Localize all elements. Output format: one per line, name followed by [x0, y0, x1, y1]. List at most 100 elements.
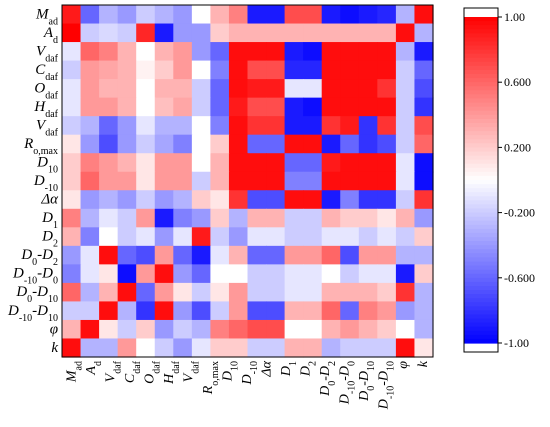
heatmap-cell	[340, 301, 360, 321]
heatmap-cell	[99, 153, 119, 173]
colorbar-segment	[464, 224, 498, 230]
heatmap-cell	[284, 23, 304, 43]
heatmap-cell	[228, 79, 249, 99]
heatmap-cell	[80, 153, 100, 173]
heatmap-cell	[154, 282, 174, 303]
colorbar-segment	[464, 49, 498, 55]
colorbar-segment	[464, 281, 498, 287]
heatmap-cell	[210, 97, 230, 117]
heatmap-cell	[284, 134, 304, 154]
colorbar-segment	[464, 212, 498, 218]
colorbar-segment	[464, 216, 498, 222]
column-label: Ad	[84, 361, 104, 376]
heatmap-cell	[191, 79, 211, 99]
colorbar-segment	[464, 82, 498, 87]
heatmap-cell	[210, 153, 230, 173]
colorbar-segment	[464, 257, 498, 263]
colorbar-segment	[464, 269, 498, 275]
heatmap-cell	[117, 227, 137, 247]
heatmap-cell	[80, 42, 100, 62]
colorbar-frame	[463, 7, 499, 353]
heatmap-cell	[358, 282, 378, 303]
heatmap-cell	[80, 97, 100, 117]
heatmap-cell	[228, 301, 249, 321]
heatmap-cell	[228, 190, 249, 210]
heatmap-cell	[266, 245, 286, 265]
heatmap-cell	[247, 5, 267, 25]
row-label: D-10-D10	[7, 303, 58, 324]
heatmap-cell	[173, 190, 193, 210]
heatmap-cell	[80, 23, 100, 43]
heatmap-cell	[117, 79, 137, 99]
row-label: k	[51, 340, 58, 356]
heatmap-cell	[173, 264, 193, 284]
colorbar-segment	[464, 21, 498, 26]
heatmap-cell	[99, 338, 119, 358]
heatmap-cell	[266, 79, 286, 99]
heatmap-cell	[284, 5, 304, 25]
heatmap-cell	[395, 319, 416, 340]
heatmap-cell	[340, 79, 360, 99]
heatmap-cell	[136, 282, 156, 303]
heatmap-cell	[321, 134, 341, 154]
heatmap-cell	[377, 208, 397, 228]
heatmap-cell	[358, 116, 378, 136]
heatmap-cell	[62, 190, 82, 210]
heatmap-cell	[154, 208, 174, 228]
heatmap-cell	[117, 97, 137, 117]
colorbar-segment	[464, 302, 498, 307]
heatmap-cell	[284, 79, 304, 99]
column-label: D-10-D10	[377, 361, 397, 410]
heatmap-cell	[80, 319, 100, 340]
column-label: k	[416, 360, 431, 367]
heatmap-cell	[62, 116, 82, 136]
colorbar-segment	[464, 41, 498, 47]
heatmap-cell	[247, 282, 267, 303]
heatmap-cell	[228, 5, 249, 25]
heatmap-cell	[340, 190, 360, 210]
heatmap-cell	[228, 338, 249, 358]
colorbar-segment	[464, 57, 498, 63]
heatmap-cell	[62, 153, 82, 173]
heatmap-cell	[117, 282, 137, 303]
heatmap-cell	[266, 227, 286, 247]
heatmap-cell	[154, 190, 174, 210]
colorbar-segment	[464, 285, 498, 291]
colorbar-segment	[464, 86, 498, 91]
heatmap-cell	[99, 42, 119, 62]
heatmap-cell	[321, 227, 341, 247]
heatmap-cell	[414, 97, 434, 117]
heatmap-cell	[80, 190, 100, 210]
heatmap-cell	[210, 319, 230, 340]
heatmap-cell	[321, 5, 341, 25]
heatmap-cell	[321, 42, 341, 62]
heatmap-cell	[117, 208, 137, 228]
heatmap-cell	[136, 227, 156, 247]
heatmap-cell	[136, 190, 156, 210]
heatmap-cell	[303, 190, 323, 210]
row-label: D0-D2	[20, 247, 58, 268]
heatmap-cell	[99, 134, 119, 154]
row-label: Vdaf	[36, 43, 59, 64]
heatmap-cell	[154, 23, 174, 43]
row-label: Δα	[40, 192, 59, 208]
heatmap-cell	[117, 42, 137, 62]
heatmap-cell	[136, 245, 156, 265]
colorbar-segment	[464, 245, 498, 250]
heatmap-cell	[210, 42, 230, 62]
heatmap-cell	[321, 190, 341, 210]
heatmap-cell	[377, 23, 397, 43]
heatmap-cell	[414, 116, 434, 136]
heatmap-cell	[321, 97, 341, 117]
heatmap-cell	[173, 245, 193, 265]
heatmap-cell	[62, 319, 82, 340]
heatmap-cell	[321, 79, 341, 99]
colorbar-segment	[464, 17, 498, 22]
heatmap-cell	[62, 60, 82, 80]
heatmap-cell	[99, 264, 119, 284]
heatmap-cell	[173, 97, 193, 117]
heatmap-cell	[266, 264, 286, 284]
heatmap-cell	[247, 23, 267, 43]
heatmap-cell	[414, 79, 434, 99]
row-label: D1	[41, 210, 58, 231]
